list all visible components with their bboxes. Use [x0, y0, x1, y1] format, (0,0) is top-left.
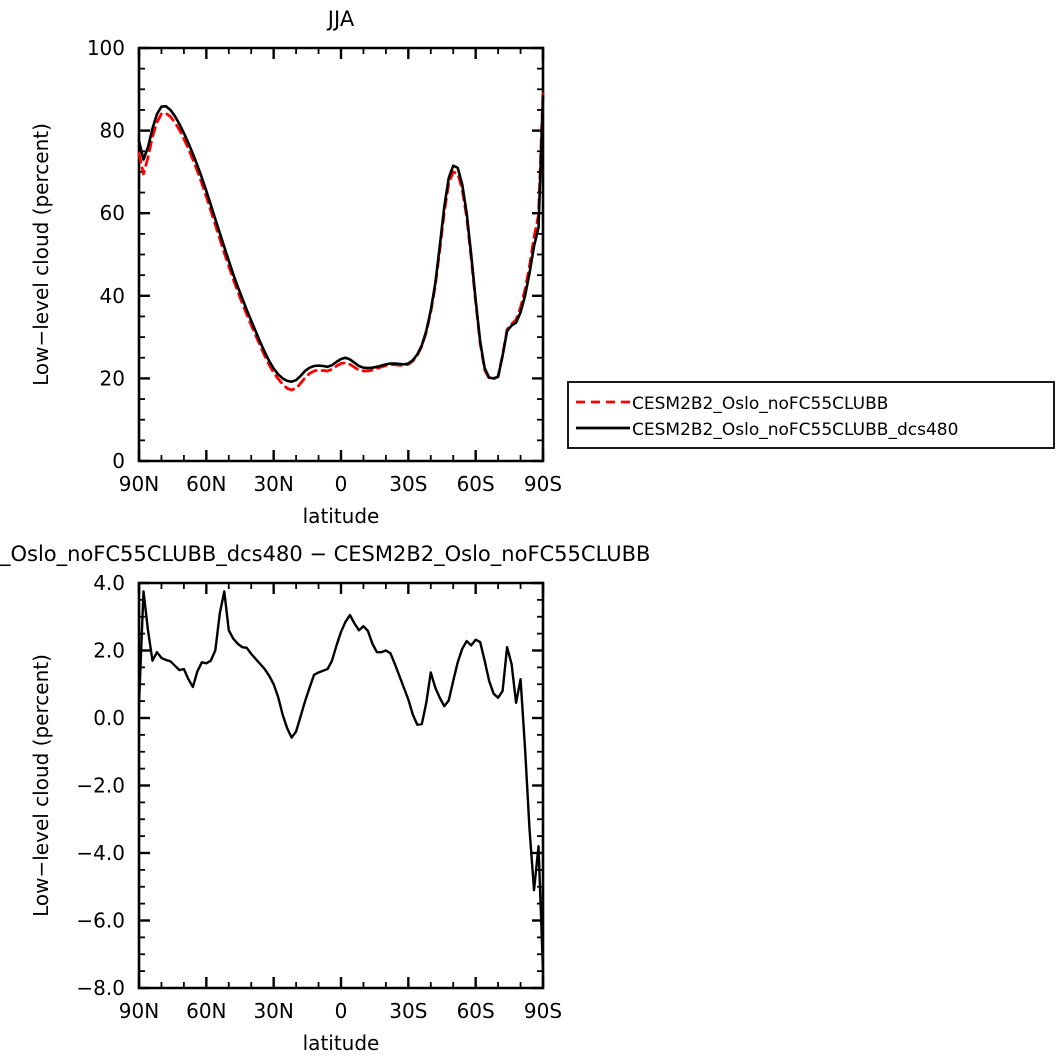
y-tick-label: 60	[100, 201, 125, 225]
legend-label: CESM2B2_Oslo_noFC55CLUBB_dcs480	[632, 420, 958, 440]
x-tick-label: 60N	[186, 472, 226, 496]
x-tick-label: 30S	[389, 999, 427, 1023]
x-tick-label: 0	[335, 999, 348, 1023]
y-tick-label: −6.0	[76, 909, 125, 933]
x-tick-label: 30N	[253, 999, 293, 1023]
legend-box	[567, 381, 1055, 449]
legend-label: CESM2B2_Oslo_noFC55CLUBB	[632, 394, 888, 414]
difference-panel-title: _Oslo_noFC55CLUBB_dcs480 − CESM2B2_Oslo_…	[0, 542, 650, 567]
x-tick-label: 90S	[524, 999, 562, 1023]
plot-frame	[137, 581, 545, 990]
y-tick-label: 80	[100, 119, 125, 143]
y-tick-label: 100	[87, 36, 125, 60]
bottom-x-axis-label: latitude	[303, 1031, 380, 1055]
x-tick-label: 90N	[119, 999, 159, 1023]
series-line-black-solid	[137, 94, 545, 383]
x-tick-label: 60N	[186, 999, 226, 1023]
top-x-axis-label: latitude	[303, 504, 380, 528]
x-tick-label: 90S	[524, 472, 562, 496]
bottom-y-axis-label: Low−level cloud (percent)	[29, 654, 53, 917]
series-line-red-dashed	[137, 92, 545, 392]
y-tick-label: −2.0	[76, 774, 125, 798]
x-tick-label: 60S	[457, 999, 495, 1023]
top-y-axis-label: Low−level cloud (percent)	[29, 123, 53, 386]
y-tick-label: 2.0	[93, 639, 125, 663]
x-tick-label: 90N	[119, 472, 159, 496]
y-tick-label: 0.0	[93, 706, 125, 730]
x-tick-label: 60S	[457, 472, 495, 496]
x-tick-label: 0	[335, 472, 348, 496]
y-tick-label: 40	[100, 284, 125, 308]
y-tick-label: −4.0	[76, 841, 125, 865]
y-tick-label: 20	[100, 366, 125, 390]
difference-series-line	[137, 590, 545, 973]
y-tick-label: −8.0	[76, 976, 125, 1000]
x-tick-label: 30N	[253, 472, 293, 496]
x-tick-label: 30S	[389, 472, 427, 496]
y-tick-label: 0	[112, 449, 125, 473]
plot-frame	[137, 46, 545, 463]
y-tick-label: 4.0	[93, 571, 125, 595]
top-panel-title: JJA	[326, 7, 355, 31]
